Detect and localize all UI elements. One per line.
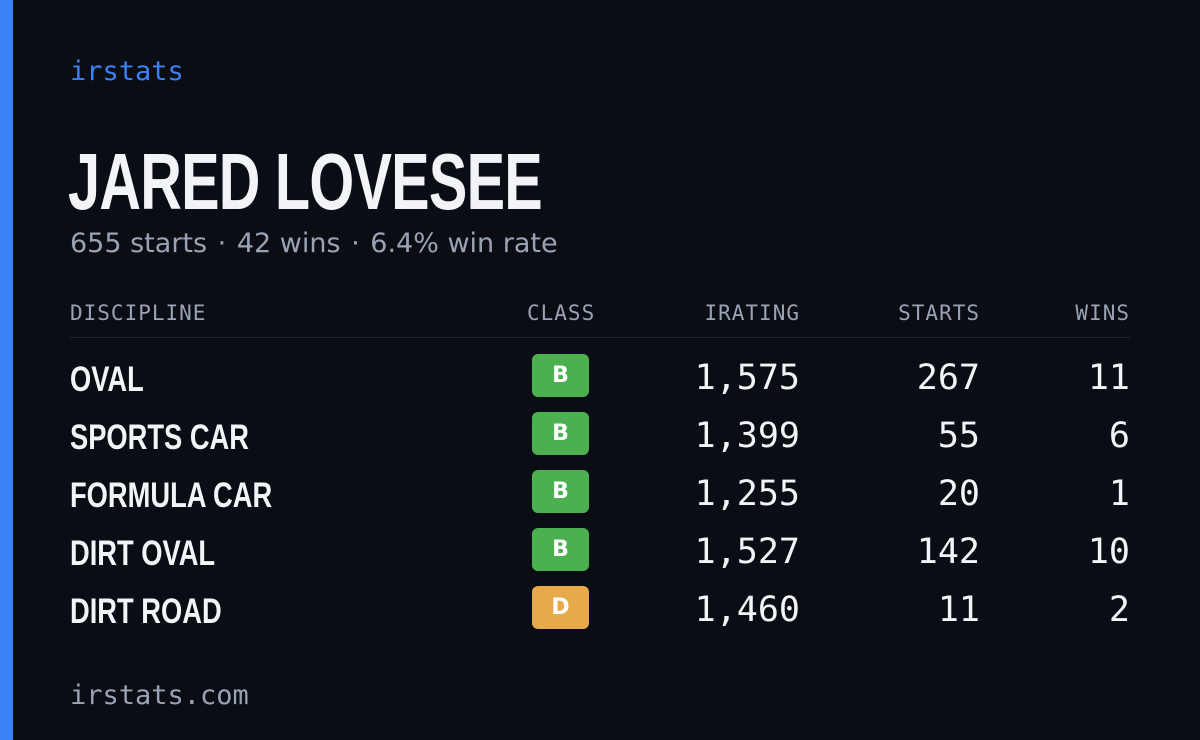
irating-value: 1,460	[694, 590, 800, 630]
starts-value: 11	[937, 590, 980, 630]
separator-dot: ·	[342, 228, 369, 259]
wins-value: 1	[1108, 474, 1130, 514]
header-class: CLASS	[527, 301, 596, 325]
irating-value: 1,575	[694, 358, 800, 398]
winrate-summary: 6.4% win rate	[370, 228, 558, 259]
table-row: DIRT OVAL B 1,527 142 10	[0, 528, 1200, 586]
starts-value: 20	[937, 474, 980, 514]
starts-summary: 655 starts	[70, 228, 208, 259]
irating-value: 1,255	[694, 474, 800, 514]
header-discipline: DISCIPLINE	[70, 301, 207, 325]
discipline-name: OVAL	[70, 360, 144, 399]
table-row: OVAL B 1,575 267 11	[0, 354, 1200, 412]
driver-name: JARED LOVESEE	[68, 137, 543, 226]
wins-value: 10	[1087, 532, 1130, 572]
class-badge: D	[532, 586, 589, 629]
separator-dot: ·	[209, 228, 235, 259]
discipline-name: FORMULA CAR	[70, 476, 273, 515]
irating-value: 1,527	[694, 532, 800, 572]
footer-url: irstats.com	[70, 680, 249, 711]
header-irating: IRATING	[704, 301, 800, 325]
table-row: DIRT ROAD D 1,460 11 2	[0, 586, 1200, 644]
table-row: SPORTS CAR B 1,399 55 6	[0, 412, 1200, 470]
class-badge: B	[532, 470, 589, 513]
table-row: FORMULA CAR B 1,255 20 1	[0, 470, 1200, 528]
accent-bar	[0, 0, 13, 740]
wins-value: 2	[1108, 590, 1130, 630]
wins-summary: 42 wins	[236, 228, 341, 259]
header-divider	[70, 337, 1130, 338]
class-badge: B	[532, 528, 589, 571]
header-wins: WINS	[1075, 301, 1130, 325]
driver-summary: 655 starts · 42 wins · 6.4% win rate	[70, 228, 558, 259]
discipline-name: DIRT OVAL	[70, 534, 216, 573]
discipline-name: SPORTS CAR	[70, 418, 249, 457]
brand-logo: irstats	[70, 56, 184, 87]
starts-value: 142	[916, 532, 980, 572]
header-starts: STARTS	[898, 301, 980, 325]
wins-value: 11	[1087, 358, 1130, 398]
starts-value: 55	[937, 416, 980, 456]
starts-value: 267	[916, 358, 980, 398]
wins-value: 6	[1108, 416, 1130, 456]
class-badge: B	[532, 354, 589, 397]
irating-value: 1,399	[694, 416, 800, 456]
class-badge: B	[532, 412, 589, 455]
discipline-name: DIRT ROAD	[70, 592, 222, 631]
